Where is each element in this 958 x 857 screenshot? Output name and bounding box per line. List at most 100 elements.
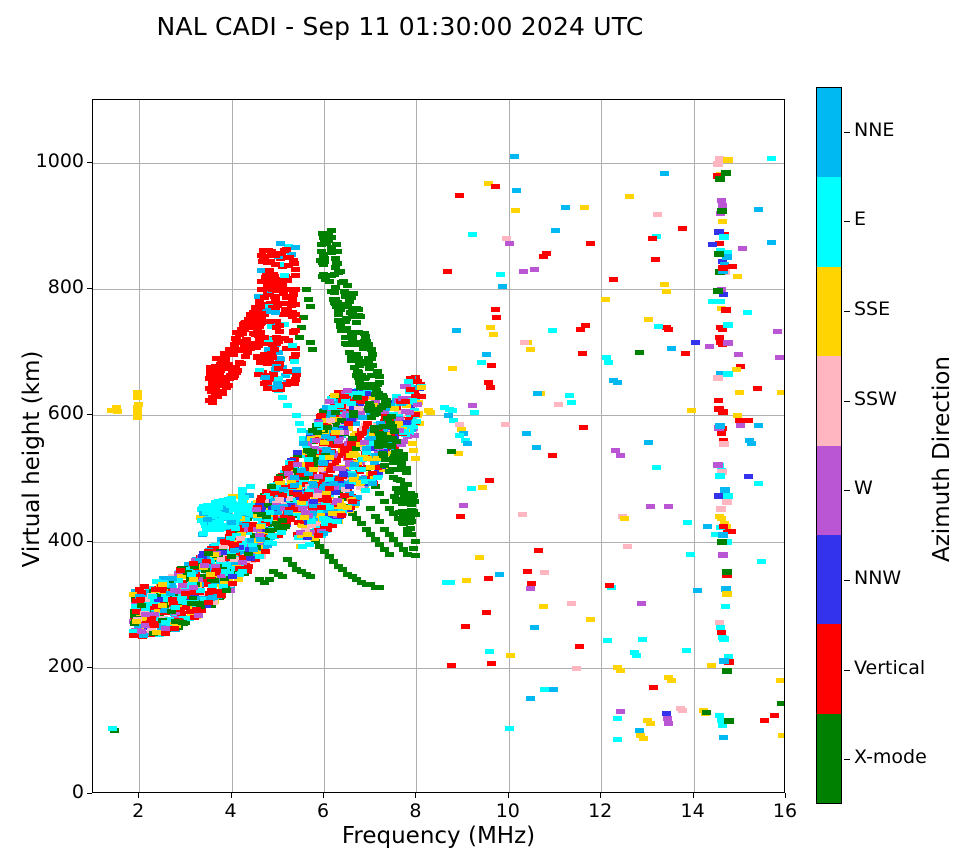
scatter-point (613, 715, 623, 721)
scatter-point (222, 587, 232, 593)
plot-area[interactable] (92, 99, 785, 793)
scatter-point (280, 523, 290, 529)
scatter-point (187, 601, 197, 607)
scatter-point (367, 436, 376, 441)
scatter-point (681, 350, 691, 356)
colorbar-label-sse: SSE (854, 298, 891, 321)
scatter-point (726, 529, 736, 535)
scatter-point (411, 512, 421, 518)
scatter-point (773, 328, 783, 334)
scatter-point (454, 421, 464, 427)
scatter-point (264, 510, 274, 516)
scatter-point (727, 263, 737, 269)
scatter-point (393, 541, 403, 547)
scatter-point (718, 203, 728, 209)
scatter-point (638, 637, 648, 643)
scatter-point (366, 395, 376, 401)
scatter-point (278, 365, 288, 370)
scatter-point (760, 717, 770, 723)
scatter-point (287, 561, 297, 567)
scatter-point (335, 434, 345, 440)
scatter-point (379, 463, 389, 469)
scatter-point (481, 352, 491, 358)
scatter-point (248, 541, 258, 547)
scatter-point (219, 508, 229, 514)
scatter-point (268, 371, 278, 377)
scatter-point (723, 321, 734, 328)
scatter-point (240, 523, 250, 529)
scatter-point (616, 709, 626, 715)
scatter-point (304, 488, 314, 494)
scatter-point (348, 464, 358, 470)
scatter-point (232, 514, 242, 520)
scatter-point (456, 426, 466, 432)
scatter-point (256, 498, 266, 504)
scatter-point (734, 418, 744, 423)
scatter-point (363, 420, 373, 426)
scatter-point (336, 408, 346, 414)
x-tick-label: 4 (224, 800, 237, 822)
scatter-point (140, 612, 150, 617)
scatter-point (777, 390, 784, 396)
scatter-point (375, 491, 385, 497)
gridline-vertical (416, 100, 418, 792)
scatter-point (661, 289, 671, 295)
scatter-point (775, 354, 784, 360)
scatter-point (296, 471, 306, 477)
scatter-point (137, 628, 147, 634)
scatter-point (254, 338, 264, 344)
scatter-point (290, 267, 300, 273)
scatter-point (392, 438, 402, 444)
scatter-point (296, 569, 306, 575)
scatter-point (252, 527, 262, 533)
scatter-point (390, 494, 400, 500)
scatter-point (636, 601, 646, 607)
scatter-point (278, 574, 288, 580)
scatter-point (189, 614, 199, 620)
scatter-point (754, 481, 764, 487)
scatter-point (241, 510, 251, 516)
scatter-point (297, 544, 307, 550)
scatter-point (734, 390, 744, 396)
scatter-point (196, 507, 206, 513)
scatter-point (190, 564, 200, 570)
scatter-point (319, 455, 328, 461)
scatter-point (201, 558, 211, 564)
scatter-point (321, 404, 331, 410)
scatter-point (286, 251, 296, 257)
scatter-points-layer (93, 100, 784, 792)
scatter-point (285, 496, 295, 502)
scatter-point (661, 710, 671, 716)
scatter-point (482, 609, 492, 615)
scatter-point (259, 579, 269, 585)
scatter-point (777, 700, 784, 706)
scatter-point (579, 205, 589, 211)
scatter-point (281, 345, 291, 351)
scatter-point (216, 559, 226, 565)
scatter-point (197, 573, 207, 579)
gridline-horizontal (93, 541, 784, 543)
scatter-point (274, 383, 284, 389)
scatter-point (541, 250, 551, 256)
scatter-point (408, 545, 418, 551)
x-tick-mark (138, 793, 140, 798)
scatter-point (366, 506, 376, 512)
scatter-point (351, 420, 361, 426)
scatter-point (216, 512, 226, 518)
scatter-point (416, 385, 426, 391)
colorbar-tick (844, 131, 850, 133)
scatter-point (717, 718, 727, 724)
scatter-point (387, 436, 397, 442)
scatter-point (361, 450, 371, 456)
scatter-point (325, 513, 335, 519)
scatter-point (170, 625, 180, 631)
scatter-point (341, 487, 351, 493)
scatter-point (715, 155, 724, 161)
scatter-point (408, 397, 418, 403)
x-tick-mark (507, 793, 509, 798)
scatter-point (282, 466, 291, 471)
gridline-vertical (601, 100, 603, 792)
scatter-point (261, 308, 271, 314)
scatter-point (255, 553, 265, 559)
scatter-point (538, 254, 548, 260)
